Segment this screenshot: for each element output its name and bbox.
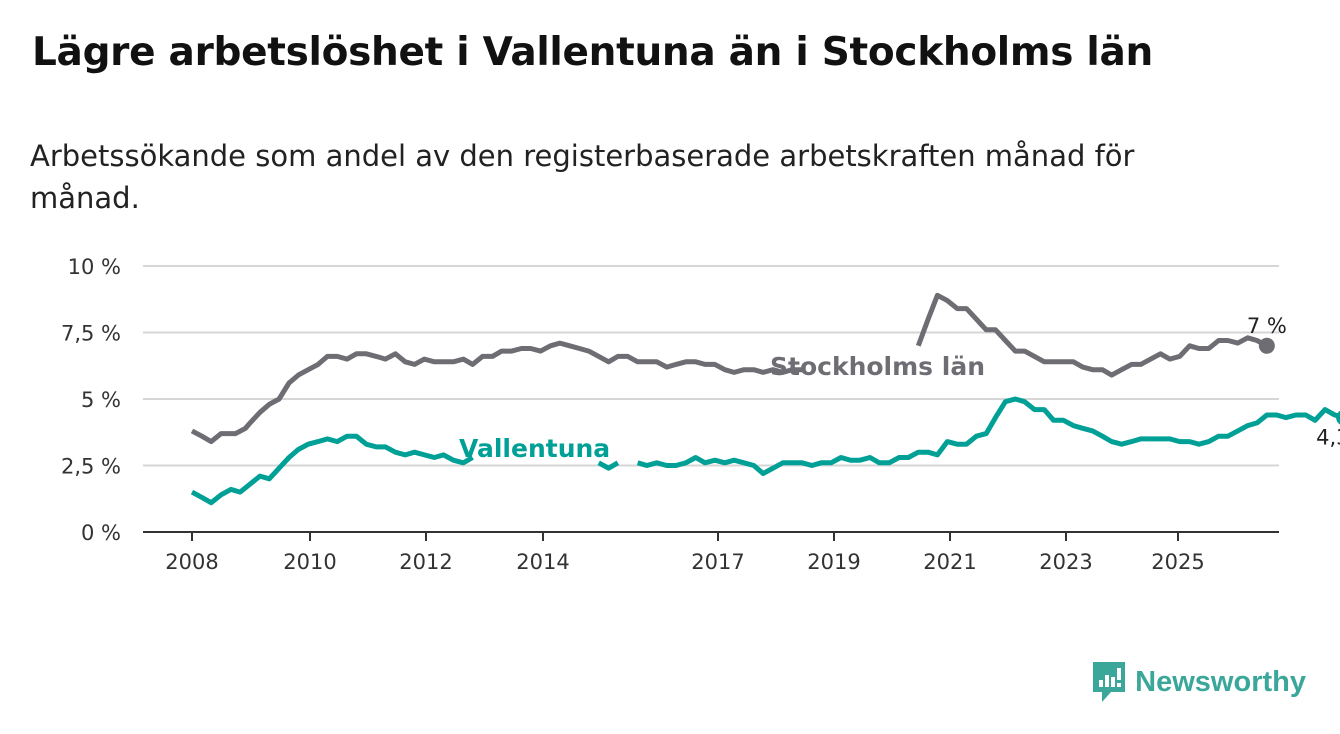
series-label-vallentuna: Vallentuna [459,434,610,463]
end-point-vallentuna [1336,410,1340,425]
series-line-vallentuna [636,396,1340,476]
y-axis-ticks: 0 % 2,5 % 5 % 7,5 % 10 % [61,255,121,545]
series-lines [190,292,1340,506]
y-tick-label: 7,5 % [61,322,121,346]
x-tick-label: 2023 [1039,550,1092,574]
series-line-stockholms-l-n [915,292,1269,378]
end-point-stockholms-l-n [1258,337,1275,354]
newsworthy-logo: Newsworthy [1091,660,1306,704]
y-tick-label: 5 % [81,388,121,412]
series-line-vallentuna [597,460,620,471]
end-value-label: 4,3 % [1316,426,1340,450]
chart-subtitle: Arbetssökande som andel av den registerb… [30,139,1135,215]
x-tick-label: 2008 [165,550,218,574]
x-tick-label: 2025 [1151,550,1204,574]
x-tick-label: 2019 [807,550,860,574]
x-tick-label: 2021 [923,550,976,574]
x-axis-ticks: 2008 2010 2012 2014 2017 2019 2021 2023 2025 [165,532,1205,574]
brand-name: Newsworthy [1135,665,1306,698]
x-tick-label: 2017 [691,550,744,574]
y-tick-label: 10 % [68,255,121,279]
newsworthy-logo-icon [1093,662,1126,702]
gridlines [143,265,1279,533]
x-tick-label: 2012 [399,550,452,574]
series-label-stockholms-lan: Stockholms län [770,352,985,381]
series-line-stockholms-l-n [190,340,803,445]
y-tick-label: 0 % [81,521,121,545]
series-line-vallentuna [190,433,474,506]
y-tick-label: 2,5 % [61,455,121,479]
x-tick-label: 2010 [283,550,336,574]
series-labels: 7 % 4,3 % Stockholms län Vallentuna [459,314,1340,463]
chart-title: Lägre arbetslöshet i Vallentuna än i Sto… [32,30,1153,75]
x-tick-label: 2014 [516,550,569,574]
end-value-label: 7 % [1247,314,1287,338]
